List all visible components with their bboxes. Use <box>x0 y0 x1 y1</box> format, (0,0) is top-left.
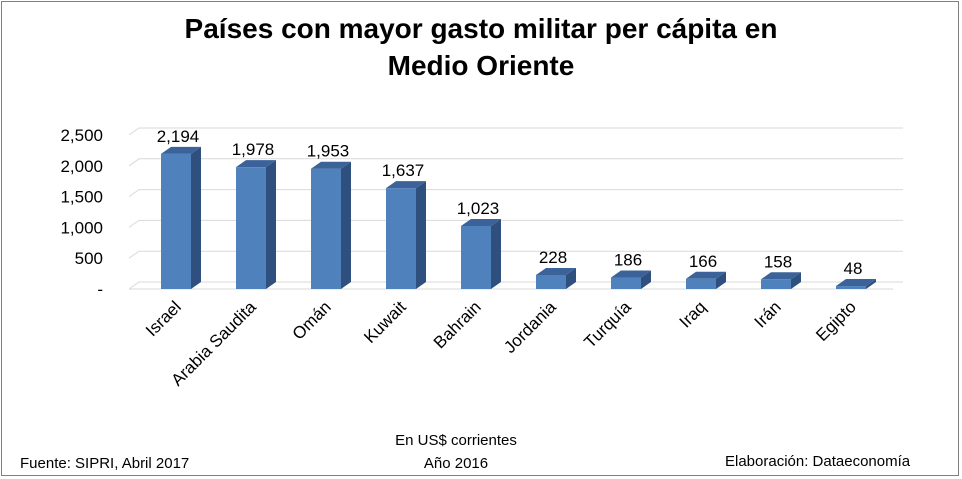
unit-note-line2: Año 2016 <box>423 455 489 472</box>
bar-side <box>491 218 501 289</box>
data-label: 158 <box>764 252 792 271</box>
y-tick-label: - <box>97 280 103 299</box>
source-note: Fuente: SIPRI, Abril 2017 <box>20 455 190 472</box>
bar-top <box>836 279 876 287</box>
bars <box>161 146 876 289</box>
bar-side <box>566 267 576 289</box>
bar-side <box>416 181 426 289</box>
y-tick-label: 1,000 <box>60 218 103 237</box>
data-label: 186 <box>614 251 642 270</box>
unit-note-line1: En US$ corrientes <box>395 432 517 449</box>
bar-front <box>536 274 566 289</box>
bar-side <box>641 270 651 289</box>
data-label: 48 <box>844 259 863 278</box>
y-tick-label: 1,500 <box>60 188 103 207</box>
x-tick-label: Israel <box>142 297 185 340</box>
bar-top <box>386 181 426 189</box>
gridline <box>128 250 903 259</box>
bar-side <box>266 160 276 289</box>
x-tick-label: Turquía <box>580 297 635 352</box>
bar-top <box>236 160 276 168</box>
y-tick-label: 2,500 <box>60 126 103 145</box>
bar-front <box>311 168 341 289</box>
bar-side <box>716 271 726 289</box>
y-axis-ticks: - 500 1,000 1,500 2,000 2,500 <box>60 126 103 299</box>
data-label: 1,023 <box>457 199 500 218</box>
chart-title-line2: Medio Oriente <box>387 50 575 81</box>
bar-top <box>161 146 201 154</box>
bar-front <box>761 279 791 289</box>
bar-irán <box>761 272 801 289</box>
data-label: 1,953 <box>307 142 350 161</box>
bar-israel <box>161 146 201 289</box>
bar-front <box>386 188 416 289</box>
bar-top <box>311 161 351 169</box>
bar-side <box>191 146 201 289</box>
bar-top <box>611 270 651 278</box>
x-tick-label: Omán <box>289 297 335 343</box>
bar-front <box>236 167 266 289</box>
bar-turquía <box>611 270 651 289</box>
bar-top <box>461 218 501 226</box>
bar-arabia-saudita <box>236 160 276 289</box>
data-labels: 2,194 1,978 1,953 1,637 1,023 228 186 166 158 48 <box>157 127 863 278</box>
bar-iraq <box>686 271 726 289</box>
x-tick-label: Bahrain <box>430 297 485 352</box>
gridline <box>128 189 903 198</box>
bar-jordania <box>536 267 576 289</box>
bar-bahrain <box>461 218 501 289</box>
y-tick-label: 500 <box>75 249 103 268</box>
bar-front <box>461 225 491 289</box>
data-label: 166 <box>689 252 717 271</box>
gridline <box>128 158 903 167</box>
bar-top <box>686 271 726 279</box>
x-tick-label: Jordania <box>500 297 560 357</box>
x-tick-label: Iraq <box>676 297 710 331</box>
x-tick-label: Kuwait <box>360 297 410 347</box>
bar-front <box>611 277 641 289</box>
chart-title-line1: Países con mayor gasto militar per cápit… <box>184 13 778 44</box>
bar-side <box>791 272 801 289</box>
data-label: 1,637 <box>382 161 425 180</box>
y-tick-label: 2,000 <box>60 157 103 176</box>
x-tick-label: Irán <box>751 297 785 331</box>
gridline <box>128 127 903 136</box>
x-tick-label: Egipto <box>812 297 860 345</box>
data-label: 1,978 <box>232 140 275 159</box>
chart-title: Países con mayor gasto militar per cápit… <box>0 10 962 84</box>
bar-side <box>341 161 351 289</box>
gridline <box>128 219 903 228</box>
bar-top <box>761 272 801 280</box>
bar-front <box>836 286 866 289</box>
bar-omán <box>311 161 351 289</box>
bar-front <box>686 278 716 289</box>
data-label: 2,194 <box>157 127 200 146</box>
bar-side <box>866 279 876 289</box>
data-label: 228 <box>539 248 567 267</box>
bar-egipto <box>836 279 876 289</box>
bar-top <box>536 267 576 275</box>
bar-kuwait <box>386 181 426 289</box>
bar-front <box>161 153 191 289</box>
credit-note: Elaboración: Dataeconomía <box>725 453 911 470</box>
